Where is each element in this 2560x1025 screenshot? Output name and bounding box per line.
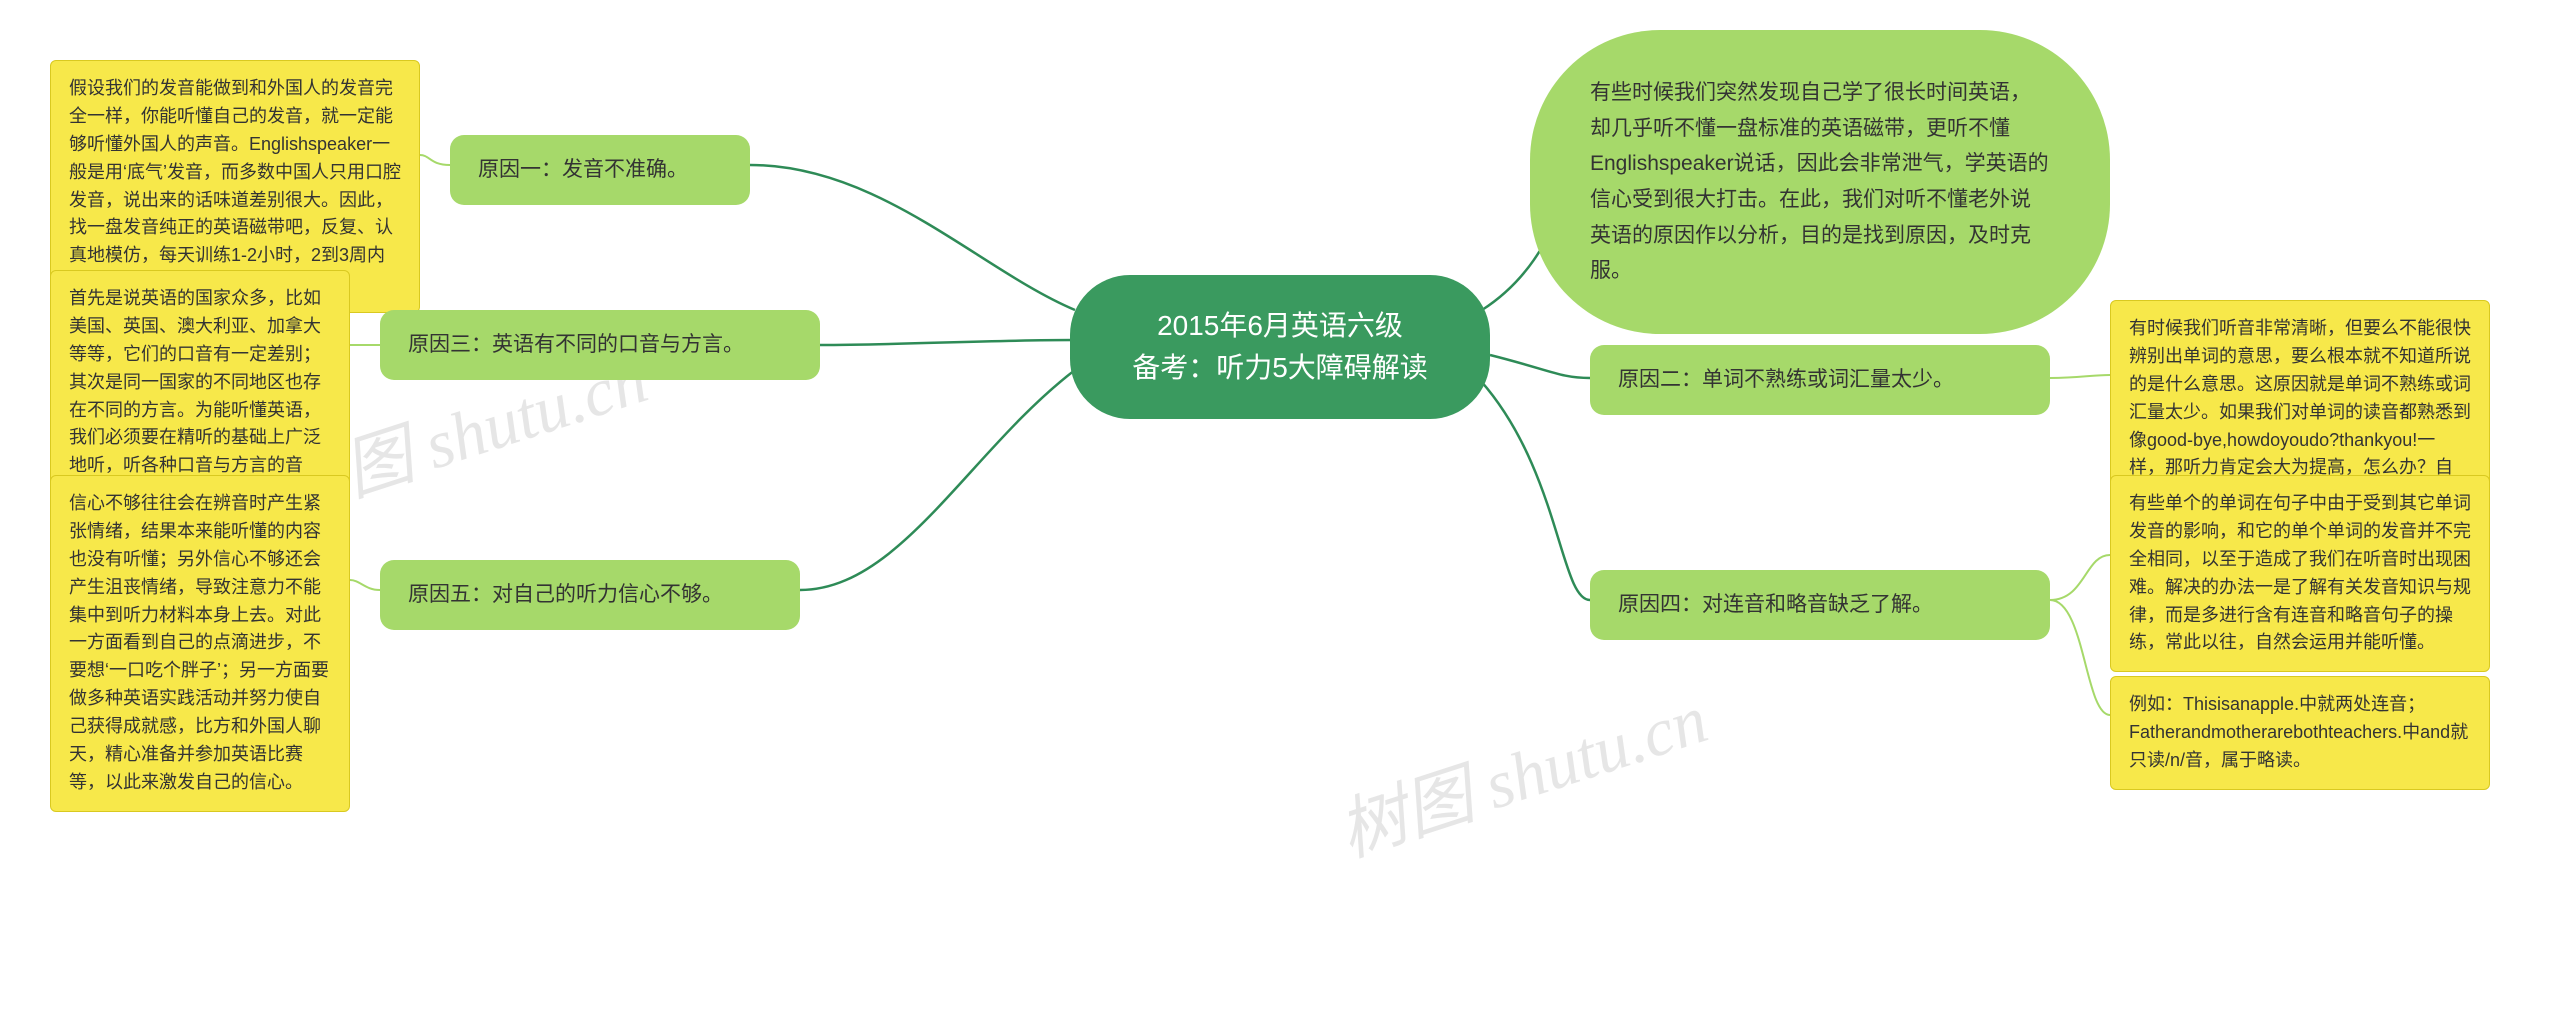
- reason-5-detail-text: 信心不够往往会在辨音时产生紧张情绪，结果本来能听懂的内容也没有听懂；另外信心不够…: [69, 493, 329, 792]
- reason-1[interactable]: 原因一：发音不准确。: [450, 135, 750, 205]
- reason-4-title: 原因四：对连音和略音缺乏了解。: [1618, 593, 1933, 616]
- intro-text: 有些时候我们突然发现自己学了很长时间英语，却几乎听不懂一盘标准的英语磁带，更听不…: [1590, 81, 2049, 282]
- center-line2: 备考：听力5大障碍解读: [1110, 347, 1450, 389]
- reason-4[interactable]: 原因四：对连音和略音缺乏了解。: [1590, 570, 2050, 640]
- reason-3[interactable]: 原因三：英语有不同的口音与方言。: [380, 310, 820, 380]
- watermark: 树图 shutu.cn: [1324, 663, 1717, 875]
- center-line1: 2015年6月英语六级: [1110, 305, 1450, 347]
- reason-1-detail-text: 假设我们的发音能做到和外国人的发音完全一样，你能听懂自己的发音，就一定能够听懂外…: [69, 78, 401, 293]
- reason-4-detail-b-text: 例如：Thisisanapple.中就两处连音；Fatherandmothera…: [2129, 694, 2468, 770]
- intro-bubble[interactable]: 有些时候我们突然发现自己学了很长时间英语，却几乎听不懂一盘标准的英语磁带，更听不…: [1530, 30, 2110, 334]
- reason-2[interactable]: 原因二：单词不熟练或词汇量太少。: [1590, 345, 2050, 415]
- mindmap-canvas: 树图 shutu.cn 树图 shutu.cn 树图 shutu.cn 2015…: [0, 0, 2560, 1025]
- reason-5-title: 原因五：对自己的听力信心不够。: [408, 583, 723, 606]
- center-topic[interactable]: 2015年6月英语六级 备考：听力5大障碍解读: [1070, 275, 1490, 419]
- reason-5-detail[interactable]: 信心不够往往会在辨音时产生紧张情绪，结果本来能听懂的内容也没有听懂；另外信心不够…: [50, 475, 350, 812]
- reason-2-title: 原因二：单词不熟练或词汇量太少。: [1618, 368, 1954, 391]
- reason-5[interactable]: 原因五：对自己的听力信心不够。: [380, 560, 800, 630]
- reason-3-title: 原因三：英语有不同的口音与方言。: [408, 333, 744, 356]
- reason-4-detail-a-text: 有些单个的单词在句子中由于受到其它单词发音的影响，和它的单个单词的发音并不完全相…: [2129, 493, 2471, 652]
- reason-4-detail-a[interactable]: 有些单个的单词在句子中由于受到其它单词发音的影响，和它的单个单词的发音并不完全相…: [2110, 475, 2490, 672]
- reason-3-detail-text: 首先是说英语的国家众多，比如美国、英国、澳大利亚、加拿大等等，它们的口音有一定差…: [69, 288, 321, 503]
- reason-1-title: 原因一：发音不准确。: [478, 158, 688, 181]
- reason-4-detail-b[interactable]: 例如：Thisisanapple.中就两处连音；Fatherandmothera…: [2110, 676, 2490, 790]
